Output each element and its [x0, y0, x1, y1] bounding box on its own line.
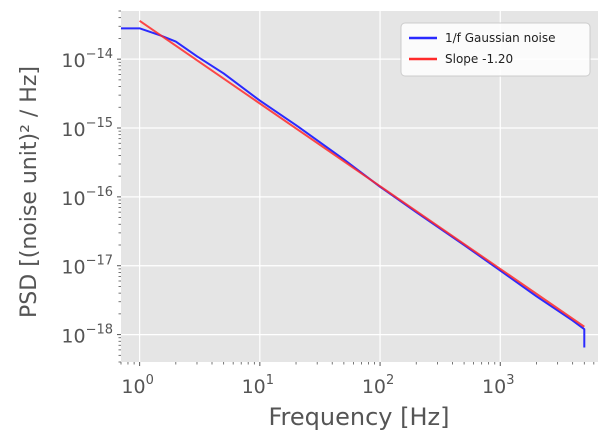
- x-tick-exp: 3: [506, 373, 514, 388]
- y-tick-exp: −17: [86, 254, 113, 269]
- y-tick-exp: −15: [86, 116, 113, 131]
- y-tick-base: 10: [61, 188, 85, 210]
- y-tick-base: 10: [61, 119, 85, 141]
- y-tick-exp: −16: [86, 185, 113, 200]
- y-tick-label: 10−15: [61, 116, 113, 141]
- x-tick-exp: 1: [266, 373, 274, 388]
- legend-label-1: 1/f Gaussian noise: [445, 31, 556, 45]
- y-tick-exp: −14: [86, 47, 113, 62]
- y-tick-base: 10: [61, 257, 85, 279]
- y-tick-exp: −18: [86, 323, 113, 338]
- series-line-2: [139, 19, 585, 328]
- x-tick-label: 100: [121, 373, 153, 398]
- x-tick-exp: 0: [146, 373, 154, 388]
- y-tick-label: 10−14: [61, 47, 113, 72]
- x-tick-label: 103: [482, 373, 514, 398]
- y-tick-base: 10: [61, 50, 85, 72]
- x-tick-base: 10: [242, 376, 266, 398]
- minor-ticks: [118, 10, 595, 365]
- x-tick-exp: 2: [386, 373, 394, 388]
- legend-box: [400, 22, 591, 77]
- legend-label-2: Slope -1.20: [445, 52, 513, 66]
- y-tick-label: 10−17: [61, 254, 113, 279]
- x-tick-base: 10: [362, 376, 386, 398]
- y-tick-base: 10: [61, 326, 85, 348]
- x-tick-base: 10: [482, 376, 506, 398]
- series-line-1: [121, 27, 586, 348]
- x-axis-label: Frequency [Hz]: [269, 403, 450, 431]
- y-tick-label: 10−18: [61, 323, 113, 348]
- legend: 1/f Gaussian noise Slope -1.20: [400, 22, 591, 77]
- y-tick-label: 10−16: [61, 185, 113, 210]
- y-axis-label: PSD [(noise unit)² / Hz]: [17, 66, 42, 318]
- y-axis-label-text: PSD [(noise unit)² / Hz]: [17, 66, 42, 318]
- x-tick-label: 102: [362, 373, 394, 398]
- x-tick-base: 10: [121, 376, 145, 398]
- x-tick-labels: 100 101 102 103: [121, 362, 515, 398]
- x-tick-label: 101: [242, 373, 274, 398]
